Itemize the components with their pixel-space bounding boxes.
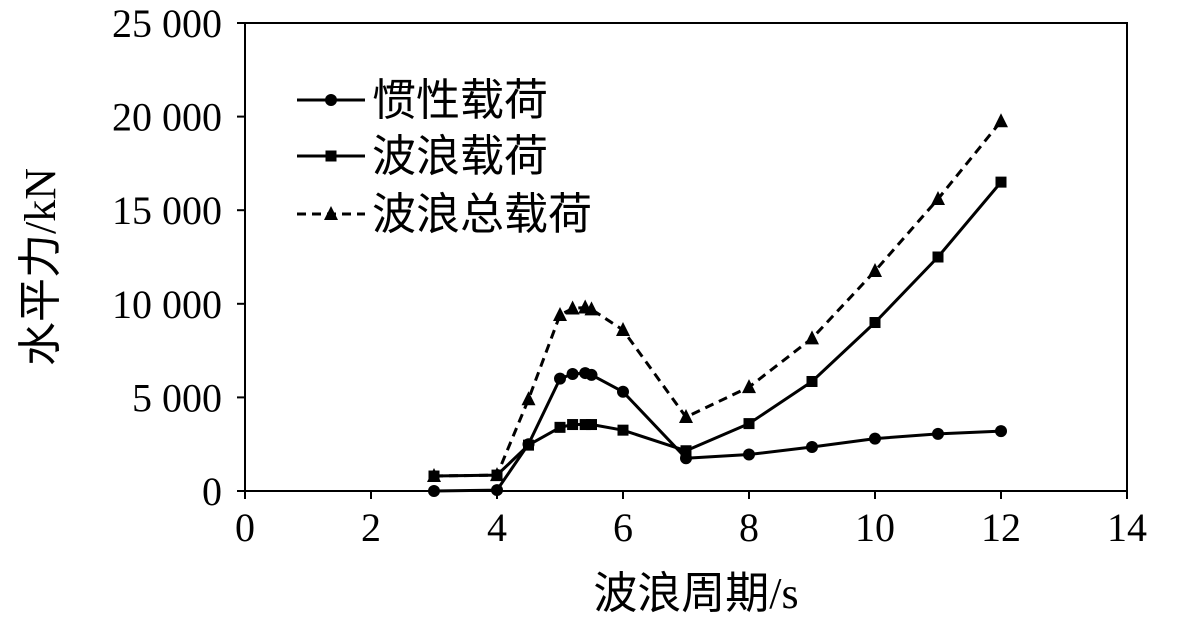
x-tick-label: 12 bbox=[981, 505, 1021, 550]
legend-entry-3: 波浪总载荷 bbox=[297, 190, 592, 239]
axes-layer: 0 2 4 6 8 10 12 14 0 5 000 10 000 15 000 20 000 25 00… bbox=[112, 1, 1147, 550]
data-point bbox=[932, 251, 944, 263]
x-tick-label: 2 bbox=[361, 505, 381, 550]
legend-label: 惯性载荷 bbox=[372, 76, 548, 125]
data-point bbox=[554, 421, 566, 433]
data-point bbox=[743, 448, 755, 461]
series-3 bbox=[427, 113, 1008, 483]
data-point bbox=[742, 379, 756, 394]
y-tick-label: 0 bbox=[202, 469, 222, 514]
data-point bbox=[565, 300, 580, 315]
y-axis-title: 水平力/kN bbox=[16, 168, 65, 366]
data-point bbox=[521, 391, 536, 406]
data-point bbox=[995, 425, 1007, 438]
plot-area-frame bbox=[244, 22, 1128, 492]
series-layer bbox=[427, 113, 1008, 497]
data-point bbox=[427, 468, 441, 483]
data-point bbox=[743, 418, 755, 430]
data-point bbox=[428, 485, 440, 497]
data-point bbox=[931, 190, 945, 205]
legend-marker bbox=[325, 94, 337, 106]
data-point bbox=[491, 484, 503, 497]
y-tick-label: 25 000 bbox=[112, 1, 222, 46]
legend-label: 波浪载荷 bbox=[372, 132, 548, 181]
x-tick-label: 4 bbox=[487, 505, 507, 550]
legend-marker bbox=[324, 206, 338, 220]
data-point bbox=[490, 467, 504, 482]
legend-entry-1: 惯性载荷 bbox=[297, 76, 548, 125]
data-point bbox=[584, 301, 599, 316]
data-point bbox=[617, 424, 629, 436]
series-line bbox=[433, 371, 1002, 493]
legend-marker bbox=[325, 150, 337, 162]
y-tick-label: 10 000 bbox=[112, 282, 222, 327]
data-point bbox=[869, 317, 881, 329]
x-tick-label: 10 bbox=[855, 505, 895, 550]
y-tick-label: 5 000 bbox=[132, 375, 222, 420]
series-line bbox=[433, 120, 1003, 478]
x-tick-label: 14 bbox=[1107, 505, 1147, 550]
legend-entry-2: 波浪载荷 bbox=[297, 132, 548, 181]
data-point bbox=[806, 441, 818, 454]
data-point bbox=[585, 368, 598, 381]
data-point bbox=[617, 385, 629, 398]
data-point bbox=[586, 419, 597, 431]
x-tick-label: 6 bbox=[613, 505, 633, 550]
data-point bbox=[554, 372, 566, 385]
legend-label: 波浪总载荷 bbox=[372, 190, 592, 239]
data-point bbox=[579, 419, 591, 431]
data-point bbox=[567, 419, 579, 431]
data-point bbox=[995, 176, 1007, 188]
data-point bbox=[869, 432, 881, 445]
data-point bbox=[994, 113, 1008, 128]
data-point bbox=[553, 307, 567, 322]
data-point bbox=[932, 427, 944, 440]
data-point bbox=[679, 409, 693, 424]
data-point bbox=[806, 375, 818, 387]
data-point bbox=[805, 330, 819, 345]
data-point bbox=[566, 368, 579, 380]
data-point bbox=[868, 263, 882, 278]
x-axis-title: 波浪周期/s bbox=[593, 569, 798, 618]
data-point bbox=[616, 322, 630, 337]
data-point bbox=[680, 445, 692, 457]
x-tick-label: 0 bbox=[235, 505, 255, 550]
y-tick-label: 15 000 bbox=[112, 188, 222, 233]
y-tick-label: 20 000 bbox=[112, 95, 222, 140]
data-point bbox=[523, 439, 534, 451]
x-tick-label: 8 bbox=[739, 505, 759, 550]
